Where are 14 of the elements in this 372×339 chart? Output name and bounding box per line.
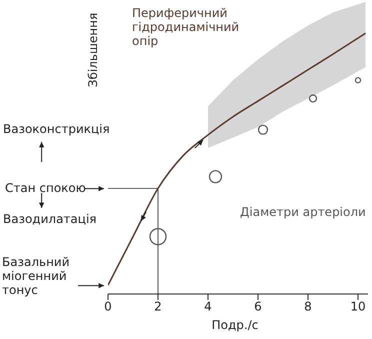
- x-tick-label: 4: [204, 300, 212, 314]
- x-axis-title: Подр./с: [212, 318, 258, 332]
- x-tick-label: 0: [104, 300, 112, 314]
- annotation: Вазоконстрикція: [3, 122, 110, 136]
- annotation: Базальний міогенний тонус: [2, 255, 70, 298]
- text: Периферичний гідродинамічний опір: [132, 6, 240, 48]
- x-tick-label: 8: [304, 300, 312, 314]
- x-tick-label: 10: [350, 300, 366, 314]
- text: Вазодилатація: [3, 212, 96, 226]
- y-axis-title: Збільшення: [86, 12, 100, 88]
- x-tick-label: 6: [254, 300, 262, 314]
- x-tick-label: 2: [154, 300, 162, 314]
- text: Діаметри артеріоли: [240, 205, 366, 219]
- ref-line-label: Стан спокою: [5, 181, 86, 196]
